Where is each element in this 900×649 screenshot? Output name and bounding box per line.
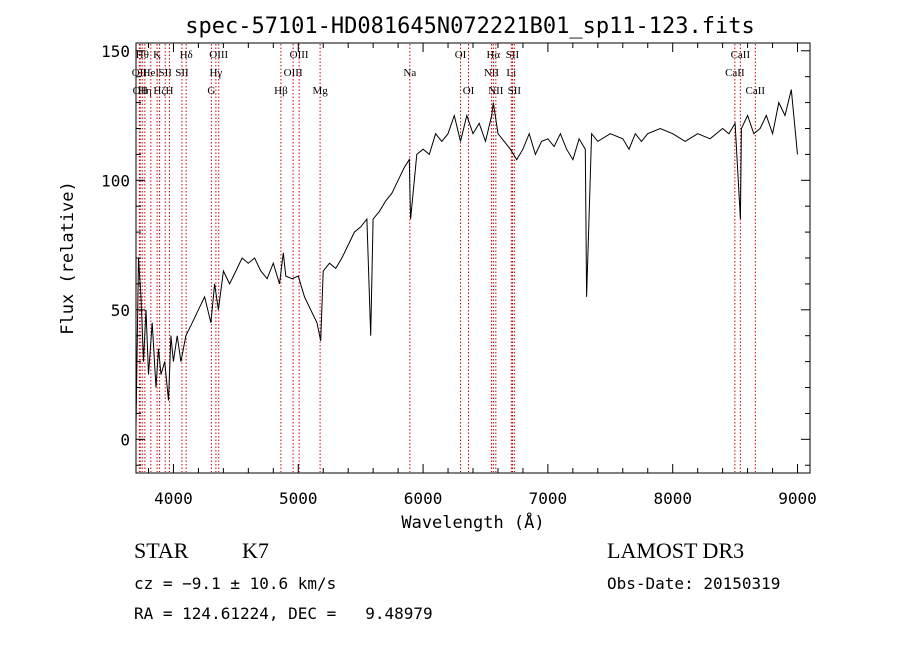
x-tick-label: 7000	[529, 489, 568, 508]
x-tick-label: 8000	[653, 489, 692, 508]
chart-title: spec-57101-HD081645N072221B01_sp11-123.f…	[185, 14, 755, 39]
y-tick-label: 100	[101, 171, 130, 190]
marker-label: CaII	[725, 67, 745, 79]
coordinates-readout: RA = 124.61224, DEC = 9.48979	[134, 604, 433, 623]
x-tick-label: 9000	[778, 489, 817, 508]
marker-label: Hγ	[209, 67, 222, 79]
y-tick-label: 50	[111, 301, 130, 320]
marker-label: OI	[455, 49, 467, 61]
x-tick-label: 5000	[279, 489, 318, 508]
y-tick-label: 0	[120, 430, 130, 449]
object-class: STAR	[134, 538, 189, 563]
marker-label: NII	[484, 67, 500, 79]
y-axis: 0 50 100 150	[101, 42, 810, 466]
marker-label: SII	[508, 85, 522, 97]
marker-label: NII	[488, 85, 504, 97]
survey-name: LAMOST DR3	[607, 538, 745, 563]
marker-label: SII	[506, 49, 520, 61]
x-axis-label: Wavelength (Å)	[401, 511, 544, 533]
marker-label: Hη	[138, 85, 152, 97]
marker-label: H	[165, 85, 173, 97]
marker-label: OIII	[290, 49, 309, 61]
marker-label: OIII	[209, 49, 228, 61]
x-axis: 4000 5000 6000 7000 8000 9000	[147, 43, 817, 508]
marker-label: OII	[133, 85, 149, 97]
observation-date: Obs-Date: 20150319	[607, 574, 781, 593]
marker-label: CaII	[746, 85, 766, 97]
marker-label: OIII	[284, 67, 303, 79]
marker-label: Mg	[312, 85, 328, 97]
marker-label: SII	[175, 67, 189, 79]
marker-label: K	[153, 49, 161, 61]
x-tick-label: 6000	[404, 489, 443, 508]
marker-label: CaII	[731, 49, 751, 61]
marker-label: HeI	[143, 67, 160, 79]
marker-label: Li	[506, 67, 516, 79]
marker-label: Hδ	[180, 49, 193, 61]
marker-label: OII	[132, 67, 148, 79]
x-tick-label: 4000	[154, 489, 193, 508]
y-tick-label: 150	[101, 42, 130, 61]
plot-frame	[135, 42, 811, 474]
line-markers: OIIOIIHθHηHeIKHζSIIHHδSIIGHγOIIIHβOIIIOI…	[132, 44, 766, 472]
y-axis-label: Flux (relative)	[58, 181, 78, 335]
marker-label: Hβ	[274, 85, 288, 97]
marker-label: Hα	[486, 49, 500, 61]
object-subclass: K7	[242, 538, 269, 563]
marker-label: Hθ	[136, 49, 149, 61]
flux-series-line	[135, 89, 798, 427]
marker-label: SII	[158, 67, 172, 79]
marker-label: OI	[463, 85, 475, 97]
marker-label: Na	[403, 67, 416, 79]
marker-label: G	[207, 85, 215, 97]
marker-label: Hζ	[153, 85, 166, 97]
redshift-readout: cz = −9.1 ± 10.6 km/s	[134, 574, 337, 593]
